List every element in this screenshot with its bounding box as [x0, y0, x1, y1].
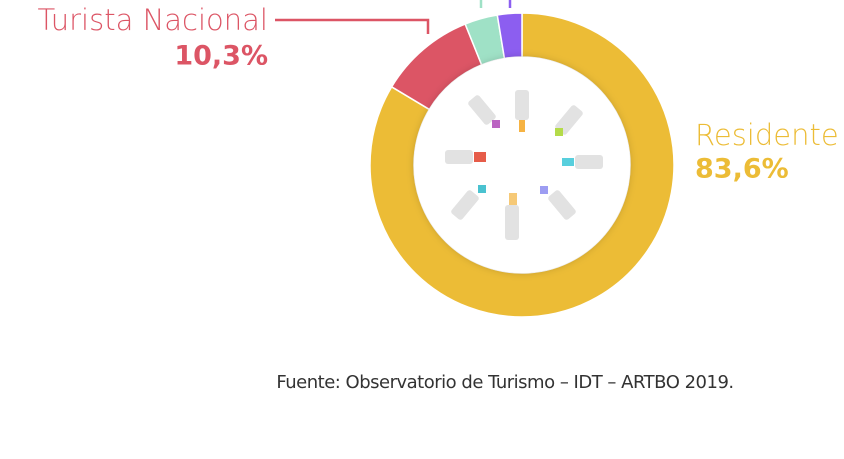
source: Fuente: Observatorio de Turismo – IDT – …: [276, 372, 733, 393]
leader-line: [275, 18, 430, 34]
category-label: Turista Nacional: [37, 3, 268, 37]
donut-segment: [369, 12, 675, 318]
category-label: Residente: [695, 118, 839, 152]
value-label: 10,3%: [174, 41, 268, 72]
value-label: 83,6%: [695, 154, 789, 185]
center-decoration: [445, 90, 603, 240]
